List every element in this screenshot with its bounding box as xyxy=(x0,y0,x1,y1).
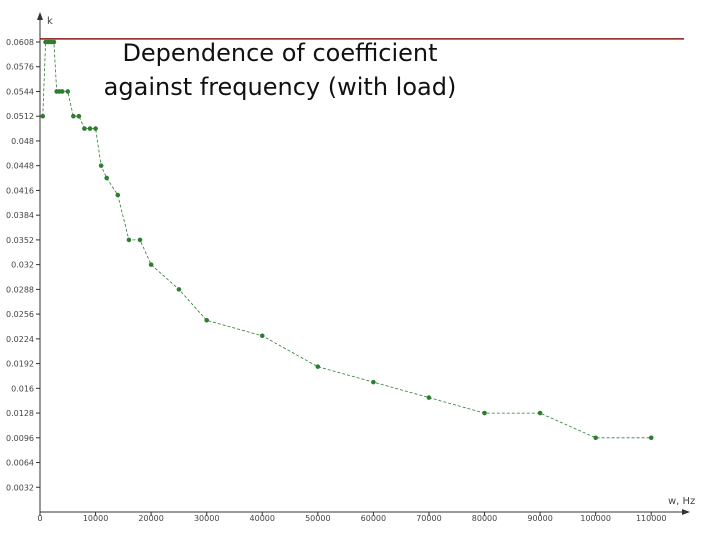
x-axis-title: w, Hz xyxy=(668,496,695,507)
data-point xyxy=(537,410,543,416)
data-point xyxy=(82,126,87,131)
data-point xyxy=(40,113,46,119)
data-point xyxy=(59,89,65,94)
data-point xyxy=(126,237,132,243)
data-point xyxy=(482,410,487,416)
y-tick-label: 0.0064 xyxy=(6,459,34,468)
x-tick-label: 20000 xyxy=(138,514,163,523)
x-axis-arrow xyxy=(682,509,690,515)
y-tick-label: 0.0352 xyxy=(6,236,34,245)
x-tick-label: 80000 xyxy=(472,514,497,523)
x-tick-label: 40000 xyxy=(250,514,275,523)
y-tick-label: 0.0096 xyxy=(6,434,34,443)
chart-title: Dependence of coefficient against freque… xyxy=(60,36,500,104)
x-tick-label: 90000 xyxy=(527,514,552,523)
data-point xyxy=(93,126,98,131)
data-point xyxy=(71,113,76,119)
data-point xyxy=(648,435,654,441)
y-tick-label: 0.032 xyxy=(11,261,34,270)
data-point xyxy=(51,39,57,45)
data-point xyxy=(371,379,376,385)
data-point xyxy=(87,126,93,131)
x-tick-label: 50000 xyxy=(305,514,330,523)
data-point xyxy=(65,89,71,94)
data-point xyxy=(176,287,182,292)
y-tick-label: 0.0512 xyxy=(6,112,34,121)
x-tick-label: 70000 xyxy=(416,514,441,523)
y-ticks: 0.0032 0.0064 0.0096 0.0128 0.016 0.0192 0.022… xyxy=(6,38,40,492)
data-point xyxy=(76,113,82,119)
y-tick-label: 0.048 xyxy=(11,137,34,146)
x-tick-label: 60000 xyxy=(361,514,386,523)
x-ticks: 0 10000 20000 30000 40000 50000 60000 70000 8000… xyxy=(37,512,666,523)
data-point xyxy=(259,333,265,339)
x-tick-label: 10000 xyxy=(83,514,108,523)
y-tick-label: 0.016 xyxy=(11,384,34,393)
series-line xyxy=(42,41,652,439)
y-tick-label: 0.0608 xyxy=(6,38,34,47)
chart-title-line-2: against frequency (with load) xyxy=(103,73,457,101)
y-tick-label: 0.0256 xyxy=(6,310,34,319)
y-axis-arrow xyxy=(37,12,43,20)
y-tick-label: 0.0032 xyxy=(6,483,34,492)
data-point xyxy=(315,364,321,369)
x-tick-label: 0 xyxy=(37,514,42,523)
y-tick-label: 0.0288 xyxy=(6,285,34,294)
y-tick-label: 0.0128 xyxy=(6,409,34,418)
data-point xyxy=(148,262,154,267)
y-axis-title: k xyxy=(47,16,53,27)
series-group xyxy=(40,39,654,441)
data-point xyxy=(204,317,209,323)
y-tick-label: 0.0448 xyxy=(6,162,34,171)
data-point xyxy=(137,237,143,243)
y-tick-label: 0.0576 xyxy=(6,63,34,72)
data-point xyxy=(104,175,109,181)
y-tick-label: 0.0416 xyxy=(6,186,34,195)
chart-title-line-1: Dependence of coefficient xyxy=(122,39,438,67)
y-tick-label: 0.0192 xyxy=(6,360,34,369)
x-tick-label: 110000 xyxy=(636,514,667,523)
data-point xyxy=(98,163,104,168)
y-tick-label: 0.0224 xyxy=(6,335,34,344)
y-tick-label: 0.0384 xyxy=(6,211,34,220)
data-point xyxy=(426,395,432,400)
y-tick-label: 0.0544 xyxy=(6,87,34,96)
x-tick-label: 100000 xyxy=(580,514,611,523)
data-point xyxy=(115,192,121,198)
data-point xyxy=(593,435,598,441)
x-tick-label: 30000 xyxy=(194,514,219,523)
